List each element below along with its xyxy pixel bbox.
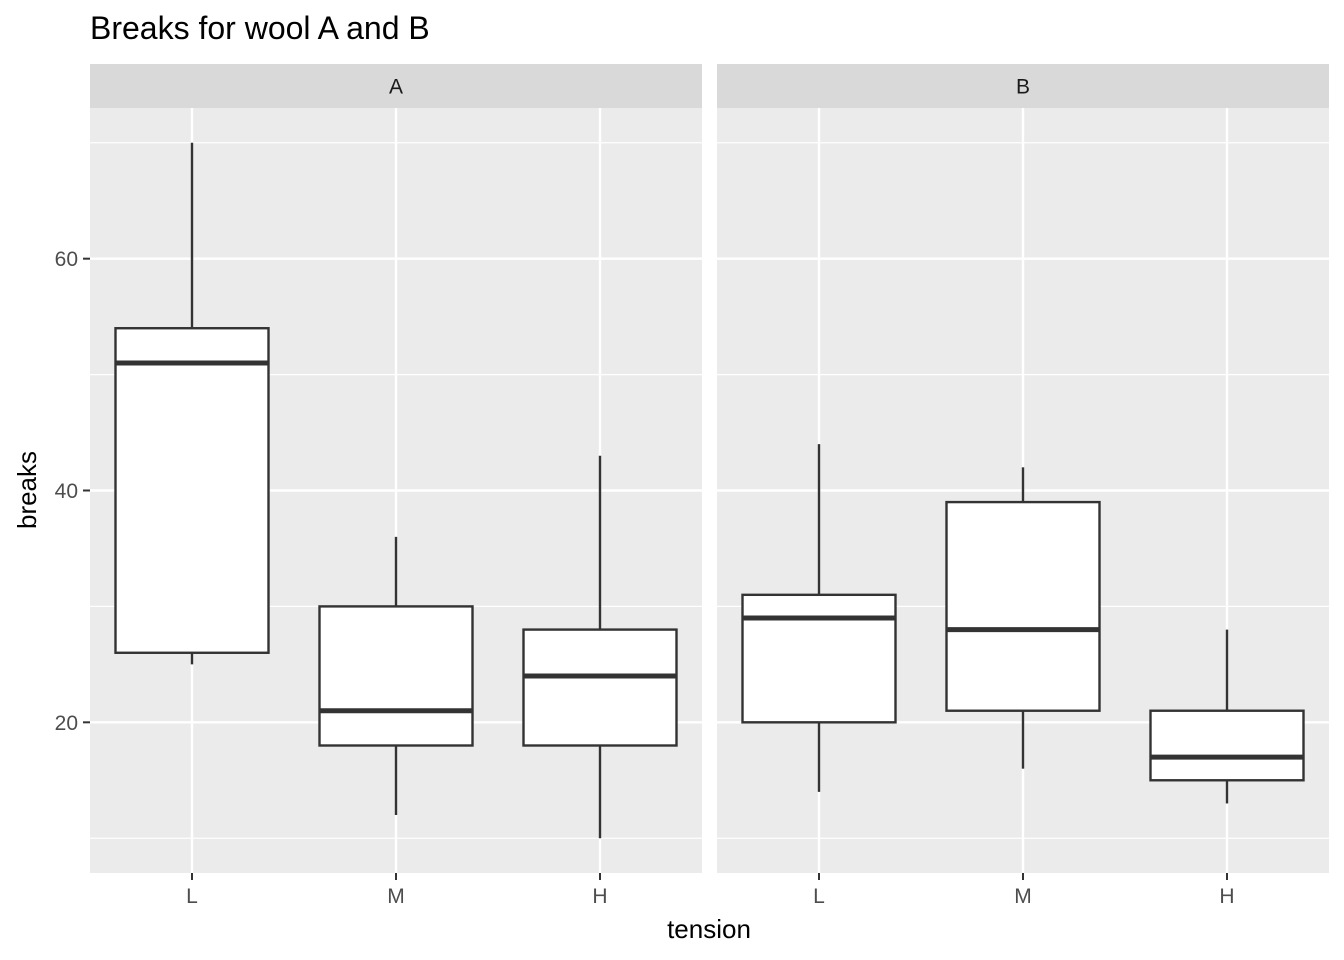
y-tick-label-20: 20 bbox=[55, 712, 78, 735]
facet-panels: A L M H B L M H bbox=[90, 64, 1329, 908]
box-body bbox=[945, 500, 1101, 712]
box-a-l bbox=[114, 142, 270, 665]
box-b-l bbox=[741, 444, 897, 792]
facet-strip bbox=[717, 64, 1329, 108]
box-a-m bbox=[318, 536, 474, 816]
box-b-h bbox=[1149, 629, 1305, 804]
box-body bbox=[741, 593, 897, 724]
x-tick-label-m: M bbox=[1014, 885, 1032, 908]
facet-strip bbox=[90, 64, 702, 108]
box-body bbox=[318, 605, 474, 747]
y-tick-label-40: 40 bbox=[55, 480, 78, 503]
x-tick-label-h: H bbox=[1219, 885, 1234, 908]
box-body bbox=[1149, 709, 1305, 782]
y-axis-title: breaks bbox=[12, 451, 42, 529]
x-axis-title: tension bbox=[667, 914, 751, 944]
facet-panel-a: A L M H bbox=[90, 64, 702, 908]
x-tick-label-m: M bbox=[387, 885, 405, 908]
x-tick-label-h: H bbox=[592, 885, 607, 908]
box-body bbox=[114, 327, 270, 654]
box-b-m bbox=[945, 467, 1101, 769]
x-tick-label-l: L bbox=[813, 885, 825, 908]
y-axis: 20 40 60 bbox=[55, 248, 90, 735]
y-tick-label-60: 60 bbox=[55, 248, 78, 271]
x-tick-label-l: L bbox=[186, 885, 198, 908]
box-a-h bbox=[522, 455, 678, 839]
box-body bbox=[522, 628, 678, 747]
facet-strip-label: B bbox=[1016, 76, 1030, 99]
facet-strip-label: A bbox=[389, 76, 403, 99]
facet-panel-b: B L M H bbox=[717, 64, 1329, 908]
chart-title: Breaks for wool A and B bbox=[90, 10, 430, 46]
